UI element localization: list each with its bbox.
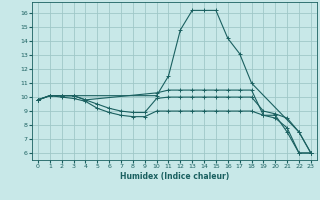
X-axis label: Humidex (Indice chaleur): Humidex (Indice chaleur) bbox=[120, 172, 229, 181]
